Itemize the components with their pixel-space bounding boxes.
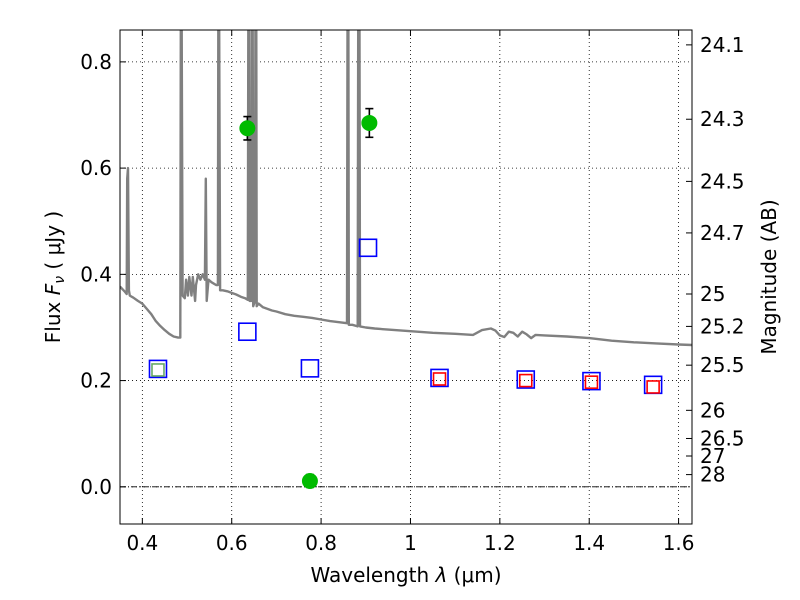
x-tick-label: 1 xyxy=(404,531,417,555)
points-layer xyxy=(148,107,663,489)
mag-tick-label: 28 xyxy=(700,463,725,487)
y-tick-label: 0.6 xyxy=(80,156,112,180)
plot-area xyxy=(120,30,692,524)
model-square-blue xyxy=(430,368,449,388)
x-tick-label: 1.6 xyxy=(663,531,695,555)
spectrum-layer xyxy=(120,30,692,347)
y-tick-label: 0.8 xyxy=(80,50,112,74)
y-axis-title: Flux Fν ( μJy ) xyxy=(41,211,68,343)
x-tick-label: 1.4 xyxy=(573,531,605,555)
y2-axis-title: Magnitude (AB) xyxy=(757,199,781,354)
mag-tick-label: 24.3 xyxy=(700,107,745,131)
detection-point xyxy=(301,472,318,489)
mag-tick-label: 24.5 xyxy=(700,169,745,193)
model-square-red xyxy=(518,373,533,388)
mag-tick-label: 26.5 xyxy=(700,426,745,450)
model-square-blue xyxy=(516,370,536,389)
x-tick-label: 0.6 xyxy=(216,531,248,555)
mag-tick-label: 24.7 xyxy=(700,221,745,245)
model-square-blue xyxy=(148,359,168,379)
model-square-red xyxy=(646,380,660,394)
detection-point xyxy=(361,114,378,131)
model-square-blue xyxy=(238,322,257,342)
detection-point xyxy=(239,120,256,137)
model-square-blue xyxy=(358,238,378,258)
plot-frame xyxy=(119,29,693,525)
x-tick-label: 0.4 xyxy=(126,531,158,555)
x-tick-label: 0.8 xyxy=(305,531,337,555)
x-tick-label: 1.2 xyxy=(484,531,516,555)
mag-tick-label: 24.1 xyxy=(700,33,745,57)
x-axis-title: Wavelength λ (μm) xyxy=(310,563,501,587)
model-square-red xyxy=(432,372,447,386)
axes-layer: 0.4 0.6 0.8 1 1.2 1.4 1.6 0.0 0.2 0.4 0.6 0.8 24.1 24… xyxy=(80,30,745,555)
mag-tick-label: 27 xyxy=(700,444,725,468)
mag-tick-label: 25 xyxy=(700,282,725,306)
mag-tick-label: 25.5 xyxy=(700,353,745,377)
mag-tick-label: 25.2 xyxy=(700,314,745,338)
y-tick-label: 0.0 xyxy=(80,475,112,499)
mag-tick-label: 26 xyxy=(700,398,725,422)
model-square-red xyxy=(584,375,599,389)
model-square-blue xyxy=(300,359,320,378)
spectrum-line xyxy=(120,30,692,347)
y-tick-label: 0.2 xyxy=(80,369,112,393)
y-tick-label: 0.4 xyxy=(80,262,112,286)
model-square-green xyxy=(151,363,165,377)
model-square-blue xyxy=(582,371,601,391)
